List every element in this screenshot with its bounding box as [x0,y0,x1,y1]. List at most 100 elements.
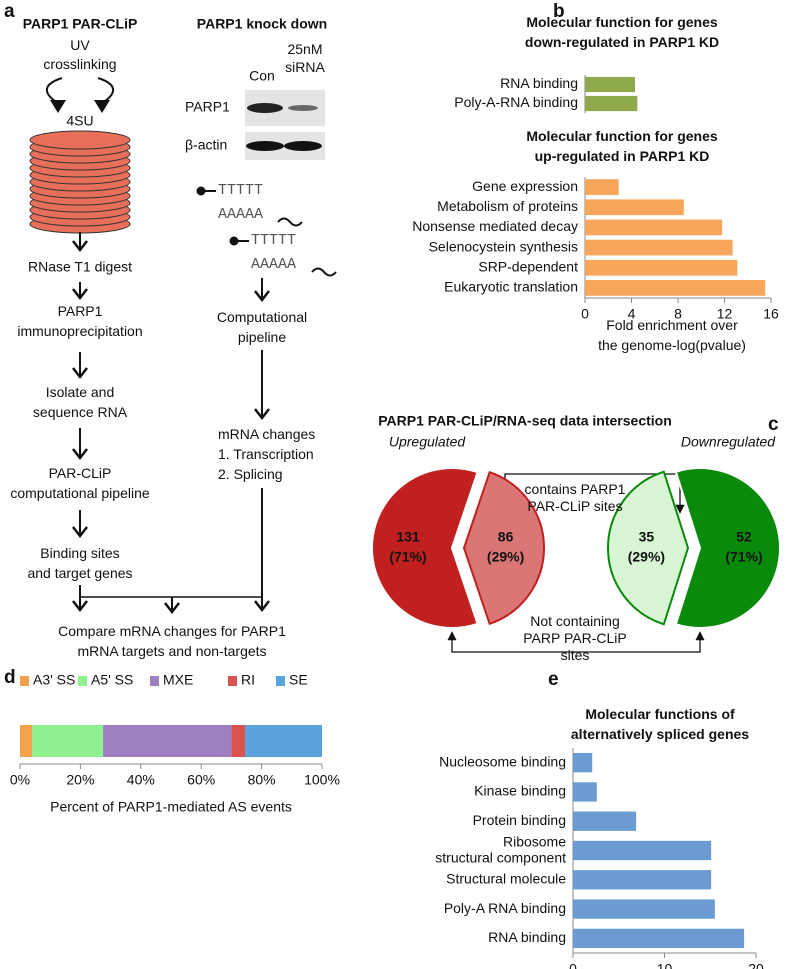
wedge-percent: (71%) [725,549,762,565]
flow-arrowhead [72,288,88,301]
x-tick-label: 40% [127,772,155,788]
pie-name: Downregulated [681,434,776,450]
bar [573,899,715,919]
step-label: Compare mRNA changes for PARP1 mRNA targe… [58,623,286,659]
x-tick-label: 0% [10,772,30,788]
blot-label: PARP1 [185,99,230,115]
bar [573,840,712,861]
category-label: Structural molecule [446,870,566,886]
legend-label: SE [289,672,308,688]
legend-swatch [228,676,237,686]
lane-label: 25nM siRNA [285,41,325,75]
uv-arrowheads [50,100,110,113]
step-label: Binding sites and target genes [27,545,132,581]
legend-label: RI [241,672,255,688]
bar [585,179,619,195]
bar [585,95,638,112]
legend-swatch [150,676,159,686]
bar [573,752,593,773]
wedge-percent: (29%) [628,549,665,565]
panel-letter: e [548,669,559,690]
step-label: 4SU [66,113,93,129]
flow-arrowhead [254,408,270,421]
bar [585,199,684,216]
bar [585,280,766,296]
tube-disk [29,130,131,150]
bar [585,219,723,236]
chart-title: Molecular function for genes down-regulat… [525,14,719,50]
lane-label: Con [249,68,275,84]
x-tick-label: 8 [674,306,682,322]
x-tick-label: 100% [304,772,340,788]
bar [573,811,637,831]
panel-letter: a [4,1,15,22]
chart-title: Molecular function for genes up-regulated… [526,128,718,164]
x-tick-label: 0 [581,306,589,322]
annotation: contains PARP1 PAR-CLiP sites [525,481,626,514]
read-seq: AAAAA [251,256,296,273]
flow-arrowhead [72,240,88,253]
flow-arrowhead [254,290,270,303]
panel-letter: b [553,1,565,22]
step-label: PAR-CLiP computational pipeline [10,465,150,501]
x-tick-label: 16 [763,306,779,322]
x-tick-label: 80% [248,772,276,788]
read-seq: TTTTT [218,182,263,199]
bar [585,259,738,276]
category-label: SRP-dependent [478,258,578,274]
step-label: Isolate and sequence RNA [33,384,128,420]
x-tick-label: 12 [717,306,733,322]
chart-title: Molecular functions of alternatively spli… [571,706,749,742]
bar [585,76,635,93]
category-label: Nucleosome binding [439,753,566,769]
pie-wedge [462,470,545,626]
x-tick-label: 10 [657,961,673,969]
bar-segment [103,725,232,757]
bar-segment [244,725,322,757]
flow-arrowhead [72,526,88,539]
legend-swatch [276,676,285,686]
legend-label: MXE [163,672,193,688]
legend-swatch [78,676,87,686]
category-label: Selenocystein synthesis [429,238,578,254]
category-label: Protein binding [473,812,566,828]
panel-letter: d [4,667,16,688]
category-label: RNA binding [500,75,578,91]
bar-segment [231,725,245,757]
category-label: Eukaryotic translation [444,279,578,295]
flow-arrowhead [72,367,88,380]
category-label: Kinase binding [474,783,566,799]
category-label: Poly-A RNA binding [444,900,566,916]
flow-arrowhead [72,600,88,613]
pie-wedge [607,470,690,626]
category-label: RNA binding [488,929,566,945]
connector-arrow [447,631,705,653]
tube-stack [29,130,131,234]
wedge-count: 52 [736,529,752,545]
x-tick-label: 20% [66,772,94,788]
flow-arrowhead [72,448,88,461]
bar-segment [32,725,104,757]
x-tick-label: 0 [569,961,577,969]
wedge-percent: (29%) [487,549,524,565]
blot-label: β-actin [185,137,227,153]
bar [573,870,712,890]
column-title: PARP1 PAR-CLiP [23,16,138,32]
category-label: Metabolism of proteins [437,198,578,214]
category-label: Poly-A-RNA binding [454,94,578,110]
category-label: Gene expression [472,178,578,194]
step-label: PARP1 immunoprecipitation [17,303,142,339]
pie-wedge [371,467,479,629]
wedge-count: 131 [396,529,420,545]
panel-letter: c [768,414,779,435]
legend-label: A3' SS [33,672,75,688]
read-seq: AAAAA [218,206,263,223]
legend-swatch [20,676,29,686]
x-axis-label: Percent of PARP1-mediated AS events [50,799,292,815]
pie-name: Upregulated [389,434,466,450]
bar [573,782,597,802]
wedge-percent: (71%) [389,549,426,565]
step-label: mRNA changes 1. Transcription 2. Splicing [218,426,315,482]
x-tick-label: 4 [628,306,636,322]
